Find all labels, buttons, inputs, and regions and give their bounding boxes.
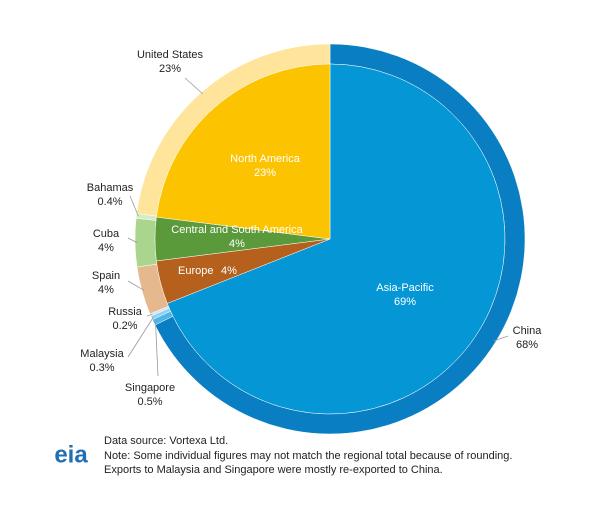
slice-label: Singapore: [125, 382, 175, 394]
value-label: 0.2%: [112, 320, 137, 332]
slice-label: Russia: [108, 306, 143, 318]
note: Data source: Vortexa Ltd.: [104, 435, 228, 447]
slice-label: Malaysia: [80, 348, 124, 360]
leader-line: [127, 316, 154, 358]
slice-label: Bahamas: [87, 182, 134, 194]
slice-label: North America: [230, 153, 301, 165]
leader-line: [184, 77, 204, 95]
slice: [156, 63, 331, 240]
value-label: 23%: [159, 63, 181, 75]
value-label: 69%: [394, 296, 416, 308]
value-label: 4%: [221, 265, 237, 277]
value-label: 4%: [98, 242, 114, 254]
value-label: 23%: [254, 167, 276, 179]
slice: [166, 63, 506, 415]
value-label: 0.4%: [97, 196, 122, 208]
value-label: 68%: [516, 339, 538, 351]
slice-label: China: [513, 325, 543, 337]
leader-line: [127, 280, 145, 291]
note: Note: Some individual figures may not ma…: [104, 450, 512, 462]
leader-line: [146, 313, 153, 317]
value-label: 4%: [98, 284, 114, 296]
note: Exports to Malaysia and Singapore were m…: [104, 464, 443, 476]
slice-label: United States: [137, 49, 204, 61]
logo: eia: [54, 441, 88, 468]
value-label: 4%: [229, 238, 245, 250]
leader-line: [493, 335, 509, 342]
value-label: 0.3%: [89, 362, 114, 374]
slice-label: Central and South America: [171, 224, 303, 236]
leader-line: [127, 237, 138, 243]
slice: [134, 218, 158, 268]
slice-label: Asia-Pacific: [376, 282, 434, 294]
leader-line: [129, 195, 139, 217]
leader-line: [155, 321, 159, 377]
slice-label: Europe: [178, 265, 213, 277]
slice-label: Cuba: [93, 228, 120, 240]
value-label: 0.5%: [137, 396, 162, 408]
slice-label: Spain: [92, 270, 120, 282]
